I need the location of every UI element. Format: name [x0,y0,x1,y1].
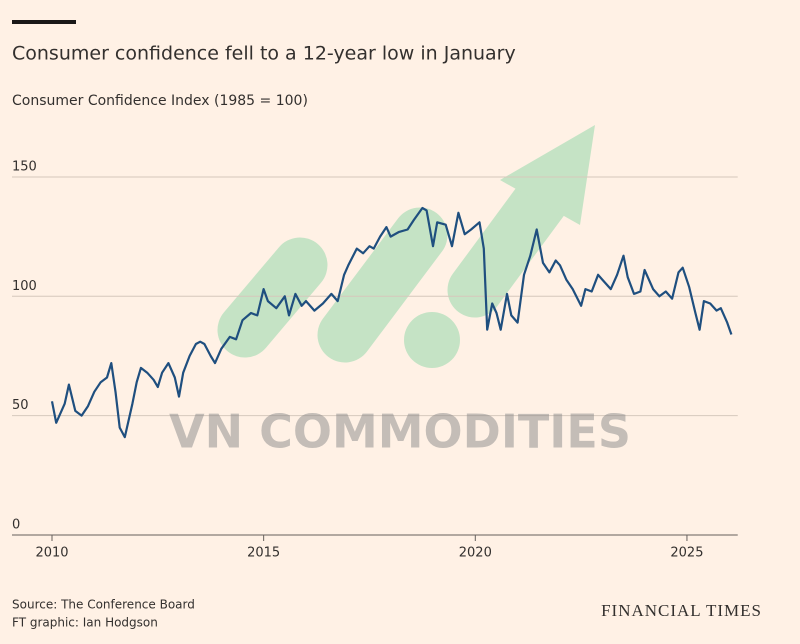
x-tick-label: 2020 [459,546,492,561]
watermark-bar [317,207,448,363]
source: Source: The Conference Board [12,598,195,612]
y-tick-label: 50 [12,398,29,413]
x-tick-label: 2025 [670,546,703,561]
y-tick-label: 0 [12,518,20,533]
x-tick-label: 2010 [35,546,68,561]
x-tick-label: 2015 [247,546,280,561]
credit: FT graphic: Ian Hodgson [12,616,158,630]
watermark-dot [404,312,460,368]
watermark-arrow [447,167,573,318]
watermark-shapes [217,125,595,368]
title-bar [12,20,76,24]
chart-title: Consumer confidence fell to a 12-year lo… [12,43,516,65]
watermark-arrowhead [500,125,595,225]
watermark: VN COMMODITIES [169,405,631,459]
chart-subtitle: Consumer Confidence Index (1985 = 100) [12,93,308,109]
y-tick-label: 100 [12,279,37,294]
series-line [50,206,733,439]
y-tick-label: 150 [12,159,37,174]
brand: FINANCIAL TIMES [601,601,762,620]
watermark-bar [217,237,328,358]
